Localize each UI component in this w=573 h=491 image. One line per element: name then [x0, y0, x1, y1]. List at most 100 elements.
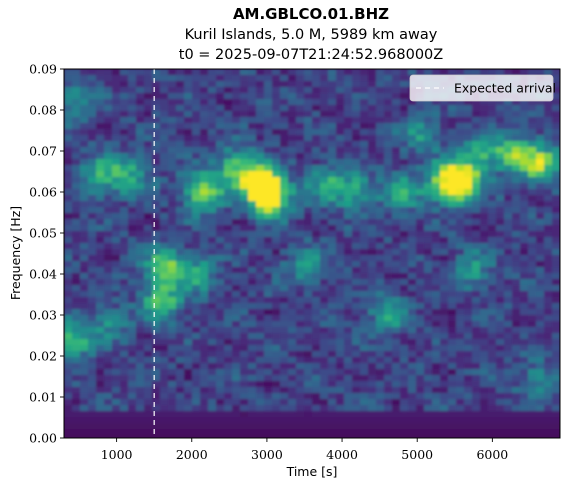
- heatmap-cell: [240, 321, 249, 328]
- heatmap-cell: [192, 105, 201, 112]
- heatmap-cell: [360, 219, 369, 226]
- heatmap-cell: [312, 411, 321, 418]
- heatmap-cell: [232, 117, 241, 124]
- heatmap-cell: [552, 429, 560, 436]
- heatmap-cell: [248, 243, 257, 250]
- heatmap-cell: [504, 213, 513, 220]
- heatmap-cell: [432, 117, 441, 124]
- heatmap-cell: [168, 129, 177, 136]
- heatmap-cell: [360, 231, 369, 238]
- heatmap-cell: [120, 165, 129, 172]
- heatmap-cell: [136, 351, 145, 358]
- heatmap-cell: [496, 249, 505, 256]
- heatmap-cell: [408, 423, 417, 430]
- heatmap-cell: [240, 177, 249, 184]
- heatmap-cell: [168, 423, 177, 430]
- heatmap-cell: [352, 387, 361, 394]
- heatmap-cell: [376, 375, 385, 382]
- heatmap-cell: [328, 297, 337, 304]
- heatmap-cell: [128, 69, 137, 76]
- heatmap-cell: [152, 381, 161, 388]
- heatmap-cell: [88, 309, 97, 316]
- heatmap-cell: [544, 195, 553, 202]
- heatmap-cell: [480, 207, 489, 214]
- heatmap-cell: [424, 105, 433, 112]
- heatmap-cell: [264, 237, 273, 244]
- heatmap-cell: [536, 375, 545, 382]
- heatmap-cell: [464, 369, 473, 376]
- heatmap-cell: [280, 69, 289, 76]
- heatmap-cell: [240, 423, 249, 430]
- heatmap-cell: [176, 399, 185, 406]
- heatmap-cell: [328, 177, 337, 184]
- heatmap-cell: [296, 291, 305, 298]
- heatmap-cell: [144, 255, 153, 262]
- heatmap-cell: [152, 219, 161, 226]
- heatmap-cell: [272, 117, 281, 124]
- heatmap-cell: [64, 171, 73, 178]
- heatmap-cell: [408, 375, 417, 382]
- heatmap-cell: [184, 93, 193, 100]
- heatmap-cell: [440, 303, 449, 310]
- heatmap-cell: [424, 213, 433, 220]
- heatmap-cell: [184, 87, 193, 94]
- heatmap-cell: [352, 369, 361, 376]
- heatmap-cell: [376, 363, 385, 370]
- heatmap-cell: [272, 351, 281, 358]
- heatmap-cell: [272, 219, 281, 226]
- heatmap-cell: [408, 243, 417, 250]
- heatmap-cell: [464, 225, 473, 232]
- heatmap-cell: [288, 387, 297, 394]
- heatmap-cell: [208, 381, 217, 388]
- heatmap-cell: [448, 261, 457, 268]
- heatmap-cell: [536, 339, 545, 346]
- heatmap-cell: [352, 351, 361, 358]
- heatmap-cell: [544, 255, 553, 262]
- heatmap-cell: [392, 105, 401, 112]
- heatmap-cell: [88, 111, 97, 118]
- heatmap-cell: [512, 345, 521, 352]
- heatmap-cell: [272, 141, 281, 148]
- heatmap-cell: [256, 339, 265, 346]
- heatmap-cell: [88, 327, 97, 334]
- heatmap-cell: [280, 75, 289, 82]
- heatmap-cell: [440, 237, 449, 244]
- heatmap-cell: [328, 267, 337, 274]
- heatmap-cell: [416, 111, 425, 118]
- heatmap-cell: [472, 189, 481, 196]
- heatmap-cell: [224, 231, 233, 238]
- heatmap-cell: [320, 123, 329, 130]
- heatmap-cell: [80, 315, 89, 322]
- heatmap-cell: [424, 159, 433, 166]
- heatmap-cell: [224, 399, 233, 406]
- heatmap-cell: [384, 429, 393, 436]
- heatmap-cell: [552, 213, 560, 220]
- heatmap-cell: [312, 213, 321, 220]
- heatmap-cell: [136, 255, 145, 262]
- heatmap-cell: [352, 147, 361, 154]
- heatmap-cell: [120, 351, 129, 358]
- heatmap-cell: [416, 297, 425, 304]
- heatmap-cell: [384, 117, 393, 124]
- heatmap-cell: [496, 345, 505, 352]
- heatmap-cell: [544, 267, 553, 274]
- heatmap-cell: [496, 153, 505, 160]
- heatmap-cell: [152, 135, 161, 142]
- heatmap-cell: [136, 321, 145, 328]
- heatmap-cell: [496, 297, 505, 304]
- heatmap-cell: [216, 369, 225, 376]
- heatmap-cell: [512, 183, 521, 190]
- heatmap-cell: [280, 381, 289, 388]
- heatmap-cell: [120, 423, 129, 430]
- heatmap-cell: [328, 417, 337, 424]
- heatmap-cell: [104, 213, 113, 220]
- heatmap-cell: [152, 123, 161, 130]
- heatmap-cell: [544, 225, 553, 232]
- heatmap-cell: [112, 351, 121, 358]
- heatmap-cell: [176, 309, 185, 316]
- heatmap-cell: [120, 207, 129, 214]
- heatmap-cell: [216, 285, 225, 292]
- heatmap-cell: [440, 111, 449, 118]
- heatmap-cell: [192, 393, 201, 400]
- heatmap-cell: [512, 435, 521, 438]
